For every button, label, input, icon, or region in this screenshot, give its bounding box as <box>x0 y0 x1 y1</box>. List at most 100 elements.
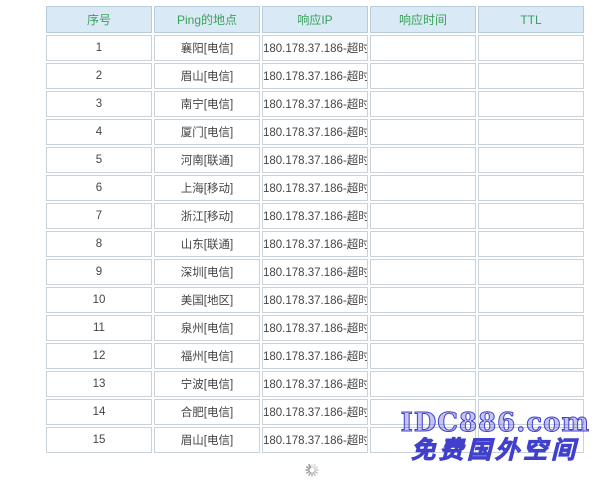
cell-serial: 14 <box>46 399 152 425</box>
cell-response-time <box>370 63 476 89</box>
cell-response-ip: 180.178.37.186-超时 <box>262 427 368 453</box>
cell-serial: 3 <box>46 91 152 117</box>
table-header: 序号 Ping的地点 响应IP 响应时间 TTL <box>46 6 584 33</box>
cell-ttl <box>478 35 584 61</box>
cell-response-time <box>370 203 476 229</box>
cell-serial: 10 <box>46 287 152 313</box>
cell-location: 南宁[电信] <box>154 91 260 117</box>
cell-response-ip: 180.178.37.186-超时 <box>262 175 368 201</box>
cell-response-time <box>370 399 476 425</box>
cell-response-time <box>370 427 476 453</box>
cell-response-time <box>370 259 476 285</box>
cell-location: 合肥[电信] <box>154 399 260 425</box>
cell-response-time <box>370 147 476 173</box>
header-response-time: 响应时间 <box>370 6 476 33</box>
table-row: 3 南宁[电信] 180.178.37.186-超时 <box>46 91 584 117</box>
cell-location: 眉山[电信] <box>154 427 260 453</box>
cell-location: 福州[电信] <box>154 343 260 369</box>
cell-ttl <box>478 371 584 397</box>
ping-table-body: 1 襄阳[电信] 180.178.37.186-超时 2 眉山[电信] 180.178.3… <box>46 35 584 453</box>
cell-serial: 5 <box>46 147 152 173</box>
table-row: 2 眉山[电信] 180.178.37.186-超时 <box>46 63 584 89</box>
loading-spinner-icon <box>305 463 319 477</box>
cell-response-time <box>370 231 476 257</box>
cell-serial: 8 <box>46 231 152 257</box>
cell-location: 宁波[电信] <box>154 371 260 397</box>
cell-location: 山东[联通] <box>154 231 260 257</box>
cell-response-time <box>370 91 476 117</box>
cell-ttl <box>478 231 584 257</box>
cell-location: 泉州[电信] <box>154 315 260 341</box>
cell-location: 浙江[移动] <box>154 203 260 229</box>
cell-serial: 15 <box>46 427 152 453</box>
table-row: 9 深圳[电信] 180.178.37.186-超时 <box>46 259 584 285</box>
cell-response-ip: 180.178.37.186-超时 <box>262 35 368 61</box>
cell-ttl <box>478 119 584 145</box>
cell-serial: 9 <box>46 259 152 285</box>
cell-response-ip: 180.178.37.186-超时 <box>262 343 368 369</box>
table-row: 12 福州[电信] 180.178.37.186-超时 <box>46 343 584 369</box>
cell-response-ip: 180.178.37.186-超时 <box>262 371 368 397</box>
cell-response-ip: 180.178.37.186-超时 <box>262 315 368 341</box>
cell-response-ip: 180.178.37.186-超时 <box>262 399 368 425</box>
cell-serial: 2 <box>46 63 152 89</box>
table-row: 13 宁波[电信] 180.178.37.186-超时 <box>46 371 584 397</box>
table-row: 8 山东[联通] 180.178.37.186-超时 <box>46 231 584 257</box>
cell-location: 眉山[电信] <box>154 63 260 89</box>
cell-ttl <box>478 259 584 285</box>
table-row: 7 浙江[移动] 180.178.37.186-超时 <box>46 203 584 229</box>
cell-ttl <box>478 203 584 229</box>
table-row: 15 眉山[电信] 180.178.37.186-超时 <box>46 427 584 453</box>
cell-location: 厦门[电信] <box>154 119 260 145</box>
table-row: 4 厦门[电信] 180.178.37.186-超时 <box>46 119 584 145</box>
cell-response-time <box>370 175 476 201</box>
cell-ttl <box>478 427 584 453</box>
cell-response-time <box>370 371 476 397</box>
cell-response-time <box>370 343 476 369</box>
header-ttl: TTL <box>478 6 584 33</box>
cell-response-time <box>370 315 476 341</box>
cell-location: 上海[移动] <box>154 175 260 201</box>
cell-response-time <box>370 35 476 61</box>
header-response-ip: 响应IP <box>262 6 368 33</box>
cell-location: 河南[联通] <box>154 147 260 173</box>
cell-serial: 6 <box>46 175 152 201</box>
table-row: 1 襄阳[电信] 180.178.37.186-超时 <box>46 35 584 61</box>
cell-response-ip: 180.178.37.186-超时 <box>262 203 368 229</box>
cell-serial: 11 <box>46 315 152 341</box>
table-row: 14 合肥[电信] 180.178.37.186-超时 <box>46 399 584 425</box>
cell-ttl <box>478 175 584 201</box>
cell-response-ip: 180.178.37.186-超时 <box>262 287 368 313</box>
cell-response-ip: 180.178.37.186-超时 <box>262 63 368 89</box>
cell-response-time <box>370 119 476 145</box>
cell-response-ip: 180.178.37.186-超时 <box>262 147 368 173</box>
cell-serial: 13 <box>46 371 152 397</box>
cell-serial: 1 <box>46 35 152 61</box>
cell-location: 襄阳[电信] <box>154 35 260 61</box>
cell-ttl <box>478 315 584 341</box>
cell-location: 深圳[电信] <box>154 259 260 285</box>
table-row: 5 河南[联通] 180.178.37.186-超时 <box>46 147 584 173</box>
table-row: 10 美国[地区] 180.178.37.186-超时 <box>46 287 584 313</box>
cell-ttl <box>478 287 584 313</box>
cell-response-ip: 180.178.37.186-超时 <box>262 231 368 257</box>
cell-location: 美国[地区] <box>154 287 260 313</box>
cell-serial: 12 <box>46 343 152 369</box>
cell-serial: 7 <box>46 203 152 229</box>
cell-ttl <box>478 399 584 425</box>
cell-response-ip: 180.178.37.186-超时 <box>262 91 368 117</box>
header-location: Ping的地点 <box>154 6 260 33</box>
cell-response-ip: 180.178.37.186-超时 <box>262 119 368 145</box>
table-row: 11 泉州[电信] 180.178.37.186-超时 <box>46 315 584 341</box>
header-row: 序号 Ping的地点 响应IP 响应时间 TTL <box>46 6 584 33</box>
cell-ttl <box>478 147 584 173</box>
cell-response-time <box>370 287 476 313</box>
cell-serial: 4 <box>46 119 152 145</box>
cell-ttl <box>478 343 584 369</box>
cell-ttl <box>478 63 584 89</box>
ping-results-table: 序号 Ping的地点 响应IP 响应时间 TTL 1 襄阳[电信] 180.178.… <box>44 4 586 455</box>
header-serial: 序号 <box>46 6 152 33</box>
cell-response-ip: 180.178.37.186-超时 <box>262 259 368 285</box>
table-row: 6 上海[移动] 180.178.37.186-超时 <box>46 175 584 201</box>
